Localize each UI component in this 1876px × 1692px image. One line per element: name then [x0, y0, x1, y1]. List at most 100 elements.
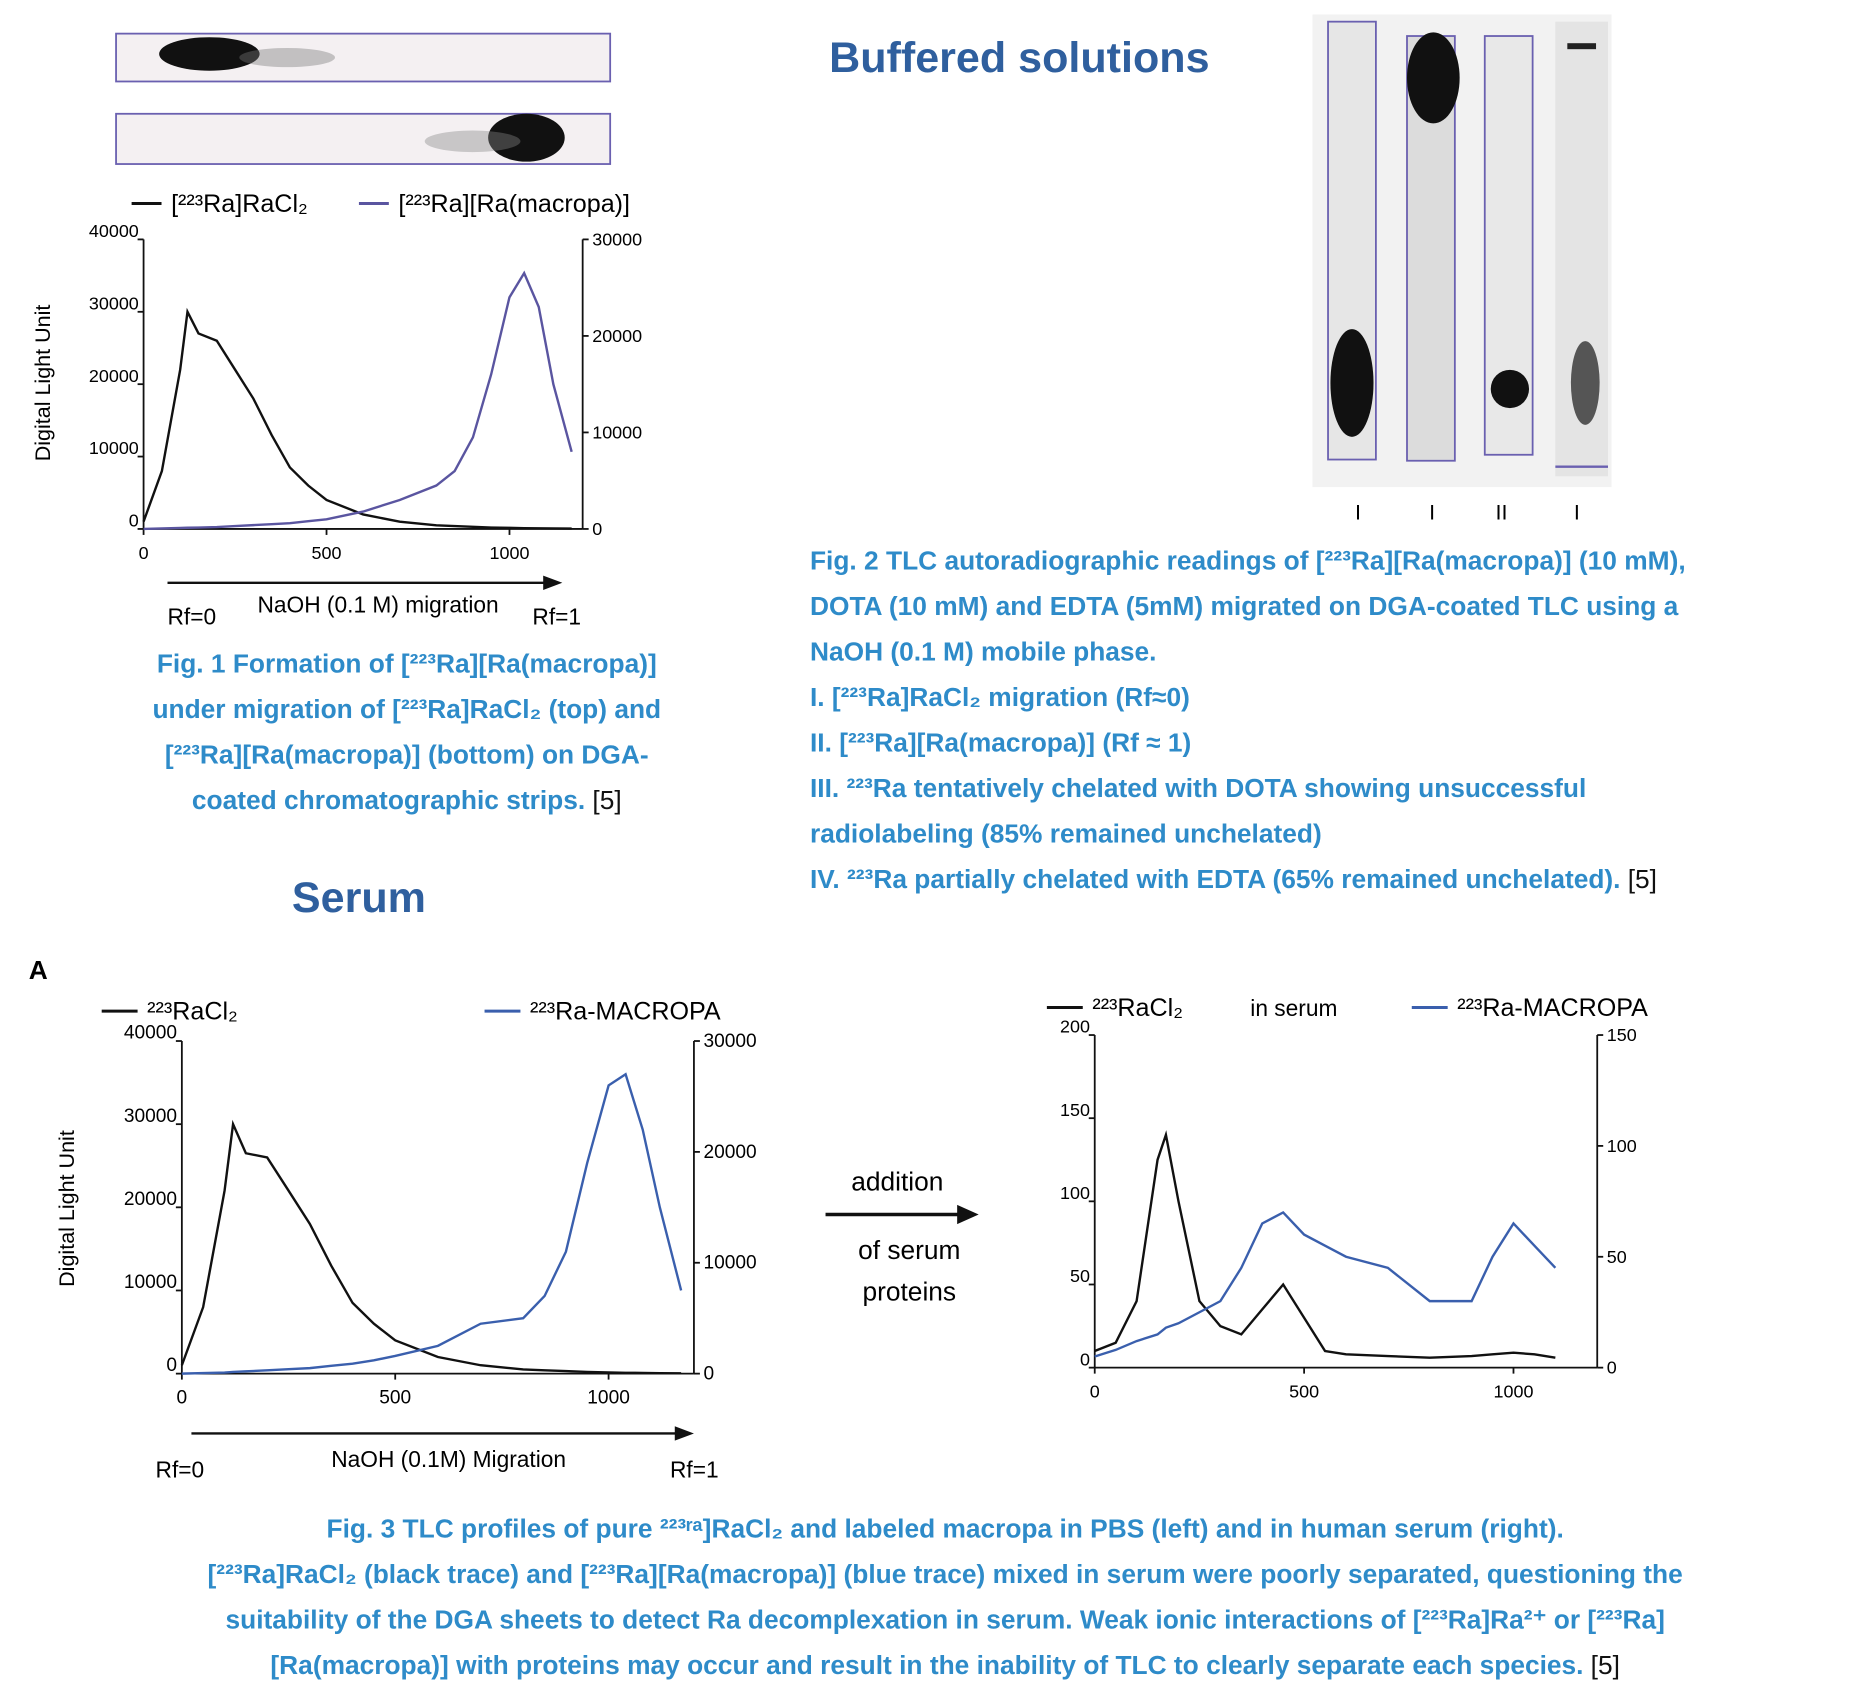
reference: [5]	[592, 785, 621, 815]
legend-label: ²²³Ra-MACROPA	[530, 997, 721, 1025]
caption-text: Fig. 2 TLC autoradiographic readings of …	[810, 546, 1686, 576]
annotation: Rf=0	[168, 604, 217, 630]
series-line	[144, 312, 572, 529]
caption-line: I. [²²³Ra]RaCl₂ migration (Rf≈0)	[810, 682, 1190, 712]
autoradiograph	[1312, 14, 1611, 487]
tlc-strips	[116, 34, 610, 164]
lane-label: I	[1574, 500, 1580, 524]
lane-label: I	[1429, 500, 1435, 524]
caption-text: coated chromatographic strips.	[192, 785, 585, 815]
y2-tick-label: 20000	[592, 326, 642, 346]
caption-text: radiolabeling (85% remained unchelated)	[810, 818, 1322, 848]
y2-tick-label: 0	[704, 1364, 715, 1385]
caption-line: [Ra(macropa)] with proteins may occur an…	[270, 1650, 1620, 1680]
heading: Serum	[292, 874, 426, 922]
caption-line: NaOH (0.1 M) mobile phase.	[810, 637, 1157, 667]
x-tick-label: 1000	[490, 543, 530, 563]
legend-label: [²²³Ra]RaCl₂	[171, 190, 308, 218]
caption-line: DOTA (10 mM) and EDTA (5mM) migrated on …	[810, 591, 1679, 621]
caption-text: [²²³Ra][Ra(macropa)] (bottom) on DGA-	[165, 739, 649, 769]
x-tick-label: 0	[139, 543, 149, 563]
y-tick-label: 100	[1060, 1183, 1090, 1203]
caption-text: [²²³Ra]RaCl₂ (black trace) and [²²³Ra][R…	[208, 1559, 1683, 1589]
x-tick-label: 0	[177, 1388, 188, 1409]
annotation: Rf=1	[532, 604, 581, 630]
y-axis-label: Digital Light Unit	[31, 305, 55, 462]
caption-line: radiolabeling (85% remained unchelated)	[810, 818, 1322, 848]
caption-line: IV. ²²³Ra partially chelated with EDTA (…	[810, 864, 1657, 894]
y2-tick-label: 20000	[704, 1142, 757, 1163]
y2-tick-label: 150	[1607, 1025, 1637, 1045]
x-tick-label: 500	[379, 1388, 411, 1409]
caption-line: III. ²²³Ra tentatively chelated with DOT…	[810, 773, 1586, 803]
caption-line: [²²³Ra]RaCl₂ (black trace) and [²²³Ra][R…	[208, 1559, 1683, 1589]
y2-tick-label: 0	[1607, 1358, 1617, 1378]
x-tick-label: 0	[1090, 1382, 1100, 1402]
migration-arrow-head	[543, 576, 562, 590]
caption-line: [²²³Ra][Ra(macropa)] (bottom) on DGA-	[165, 739, 649, 769]
y-tick-label: 30000	[124, 1106, 177, 1127]
arrow-text: addition	[851, 1167, 943, 1197]
x-tick-label: 1000	[587, 1388, 630, 1409]
y-tick-label: 150	[1060, 1100, 1090, 1120]
caption-text: Fig. 1 Formation of [²²³Ra][Ra(macropa)]	[157, 649, 657, 679]
lane-label: II	[1496, 500, 1508, 524]
y-tick-label: 20000	[89, 366, 139, 386]
y-tick-label: 30000	[89, 293, 139, 313]
caption-line: II. [²²³Ra][Ra(macropa)] (Rf ≈ 1)	[810, 727, 1191, 757]
legend-label: ²²³RaCl₂	[1092, 994, 1183, 1022]
y2-tick-label: 30000	[704, 1031, 757, 1052]
annotation: Rf=1	[670, 1457, 719, 1483]
migration-arrow-head	[675, 1426, 694, 1440]
panel-label: A	[29, 955, 48, 985]
page: { "headings": {"buffered": "Buffered sol…	[0, 0, 1876, 1692]
y2-tick-label: 30000	[592, 229, 642, 249]
y-axis-label: Digital Light Unit	[55, 1130, 79, 1287]
y-tick-label: 10000	[89, 438, 139, 458]
caption-text: NaOH (0.1 M) mobile phase.	[810, 637, 1157, 667]
lane-label: I	[1355, 500, 1361, 524]
caption-text: Fig. 3 TLC profiles of pure ²²³ʳᵃ]RaCl₂ …	[327, 1514, 1564, 1544]
annotation: Rf=0	[156, 1457, 205, 1483]
y-tick-label: 50	[1070, 1266, 1090, 1286]
caption-line: suitability of the DGA sheets to detect …	[226, 1604, 1665, 1634]
reference: [5]	[1591, 1650, 1620, 1680]
x-tick-label: 500	[1289, 1382, 1319, 1402]
caption-line: Fig. 3 TLC profiles of pure ²²³ʳᵃ]RaCl₂ …	[327, 1514, 1564, 1544]
reference: [5]	[1628, 864, 1657, 894]
caption-text: III. ²²³Ra tentatively chelated with DOT…	[810, 773, 1586, 803]
caption-text: IV. ²²³Ra partially chelated with EDTA (…	[810, 864, 1621, 894]
y-tick-label: 0	[129, 511, 139, 531]
caption-text: I. [²²³Ra]RaCl₂ migration (Rf≈0)	[810, 682, 1190, 712]
caption-text: suitability of the DGA sheets to detect …	[226, 1604, 1665, 1634]
y-tick-label: 200	[1060, 1017, 1090, 1037]
caption-text: II. [²²³Ra][Ra(macropa)] (Rf ≈ 1)	[810, 727, 1191, 757]
caption-line: coated chromatographic strips.[5]	[192, 785, 622, 815]
y2-tick-label: 0	[592, 519, 602, 539]
y-tick-label: 40000	[124, 1023, 177, 1044]
y-tick-label: 10000	[124, 1272, 177, 1293]
legend-label: ²²³RaCl₂	[147, 997, 238, 1025]
y2-tick-label: 50	[1607, 1247, 1627, 1267]
y-tick-label: 20000	[124, 1189, 177, 1210]
y-tick-label: 0	[1080, 1349, 1090, 1369]
arrow-text: of serum	[858, 1235, 960, 1265]
y2-tick-label: 10000	[704, 1253, 757, 1274]
x-axis-label: NaOH (0.1 M) migration	[258, 592, 499, 618]
y2-tick-label: 100	[1607, 1136, 1637, 1156]
caption-line: Fig. 1 Formation of [²²³Ra][Ra(macropa)]	[157, 649, 657, 679]
x-tick-label: 500	[312, 543, 342, 563]
series-line	[182, 1074, 681, 1373]
caption-text: [Ra(macropa)] with proteins may occur an…	[270, 1650, 1583, 1680]
x-axis-label: NaOH (0.1M) Migration	[331, 1446, 566, 1472]
annotation: in serum	[1250, 995, 1337, 1021]
y-tick-label: 40000	[89, 221, 139, 241]
x-tick-label: 1000	[1494, 1382, 1534, 1402]
caption-line: Fig. 2 TLC autoradiographic readings of …	[810, 546, 1686, 576]
arrow-head	[957, 1205, 979, 1224]
y2-tick-label: 10000	[592, 422, 642, 442]
series-line	[1095, 1212, 1556, 1356]
arrow-text: proteins	[862, 1277, 956, 1307]
caption-text: DOTA (10 mM) and EDTA (5mM) migrated on …	[810, 591, 1679, 621]
figure: Buffered solutions Serum I I II I additi…	[0, 0, 1876, 1692]
